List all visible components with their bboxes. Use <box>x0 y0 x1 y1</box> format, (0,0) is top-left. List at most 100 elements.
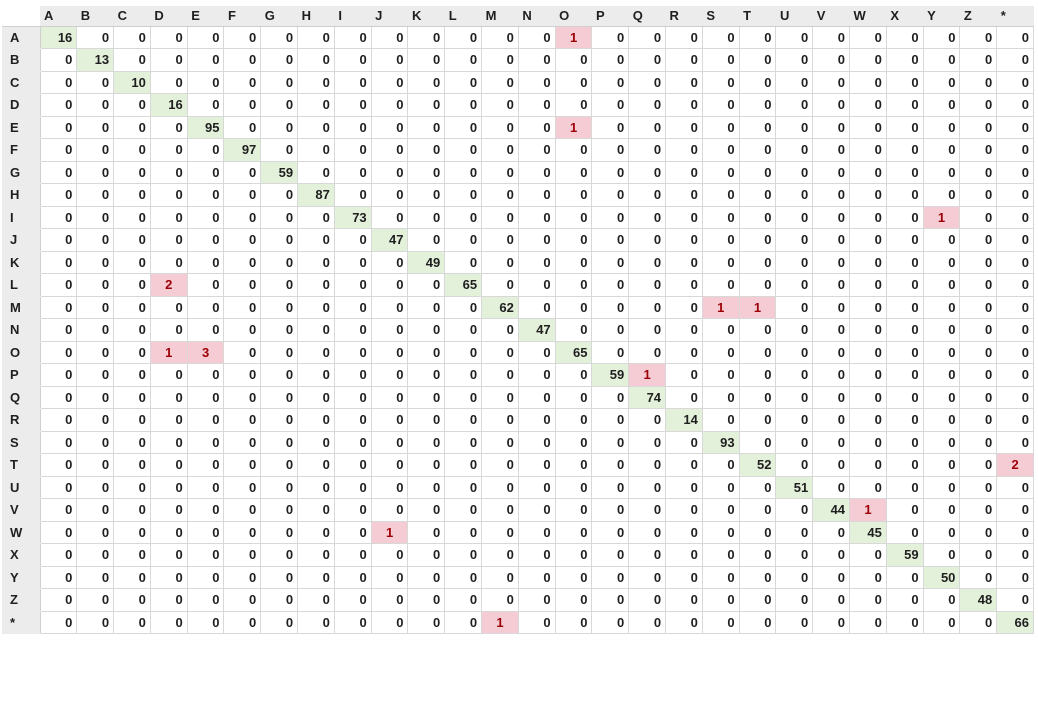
matrix-cell: 0 <box>812 611 851 634</box>
row-header-c: C <box>2 71 41 94</box>
matrix-cell: 0 <box>591 611 630 634</box>
matrix-cell: 0 <box>996 228 1035 252</box>
matrix-cell: 0 <box>702 273 740 297</box>
matrix-cell: 0 <box>371 408 409 432</box>
matrix-cell: 0 <box>739 116 777 139</box>
matrix-cell: 0 <box>481 116 519 139</box>
matrix-cell: 0 <box>775 206 814 229</box>
table-row: V 0 0 0 0 0 0 0 0 0 0 0 0 0 0 0 0 0 0 0 0 0 44 1 0 0 0 0 <box>2 498 1035 522</box>
matrix-cell: 0 <box>702 386 740 409</box>
matrix-cell: 0 <box>702 48 740 72</box>
matrix-cell: 0 <box>407 48 446 72</box>
matrix-cell: 0 <box>923 48 961 72</box>
matrix-cell: 0 <box>739 521 777 544</box>
matrix-cell: 0 <box>76 116 115 139</box>
matrix-cell: 0 <box>334 386 372 409</box>
matrix-cell: 0 <box>702 116 740 139</box>
matrix-cell: 0 <box>113 228 151 252</box>
matrix-cell: 0 <box>886 341 924 364</box>
matrix-cell: 0 <box>996 431 1035 454</box>
matrix-cell: 0 <box>775 408 814 432</box>
matrix-cell: 0 <box>775 296 814 319</box>
matrix-cell: 0 <box>555 183 593 207</box>
matrix-cell: 0 <box>591 206 630 229</box>
matrix-cell: 0 <box>113 273 151 297</box>
matrix-cell: 0 <box>297 543 335 567</box>
matrix-cell: 0 <box>481 48 519 72</box>
matrix-cell: 0 <box>923 116 961 139</box>
diagonal-cell: 59 <box>260 161 299 184</box>
matrix-cell: 0 <box>849 138 887 162</box>
matrix-cell: 0 <box>113 251 151 274</box>
matrix-cell: 0 <box>665 386 703 409</box>
matrix-cell: 0 <box>187 318 225 342</box>
matrix-cell: 0 <box>739 183 777 207</box>
matrix-cell: 0 <box>260 116 299 139</box>
table-row: B 0 13 0 0 0 0 0 0 0 0 0 0 0 0 0 0 0 0 0 0 0 0 0 0 0 0 0 <box>2 48 1035 72</box>
column-header-q: Q <box>628 6 666 27</box>
row-header-b: B <box>2 48 41 72</box>
matrix-cell: 0 <box>812 138 851 162</box>
matrix-cell: 0 <box>555 161 593 184</box>
matrix-cell: 0 <box>886 116 924 139</box>
matrix-cell: 0 <box>113 363 151 387</box>
matrix-cell: 0 <box>591 228 630 252</box>
matrix-cell: 0 <box>628 183 667 207</box>
matrix-cell: 0 <box>886 588 924 612</box>
matrix-cell: 0 <box>518 431 556 454</box>
matrix-cell: 0 <box>518 161 556 184</box>
matrix-cell: 0 <box>444 228 483 252</box>
matrix-cell: 0 <box>223 566 262 589</box>
matrix-cell: 0 <box>959 341 998 364</box>
matrix-cell: 0 <box>923 453 961 477</box>
matrix-cell: 0 <box>996 543 1035 567</box>
matrix-cell: 0 <box>371 138 409 162</box>
matrix-cell: 0 <box>187 363 225 387</box>
matrix-cell: 0 <box>555 93 593 117</box>
matrix-cell: 0 <box>76 363 115 387</box>
matrix-cell: 0 <box>371 251 409 274</box>
matrix-cell: 0 <box>187 611 225 634</box>
matrix-cell: 0 <box>371 183 409 207</box>
matrix-cell: 0 <box>260 138 299 162</box>
matrix-cell: 0 <box>481 566 519 589</box>
column-header-row: A B C D E F G H I J K L M N O P Q R S T U V W X Y Z * <box>2 6 1034 27</box>
matrix-cell: 0 <box>702 543 740 567</box>
matrix-cell: 0 <box>444 408 483 432</box>
matrix-cell: 0 <box>150 251 188 274</box>
diagonal-cell: 59 <box>886 543 924 567</box>
matrix-cell: 0 <box>555 206 593 229</box>
matrix-cell: 0 <box>40 206 78 229</box>
matrix-cell: 0 <box>223 26 262 49</box>
matrix-cell: 0 <box>849 408 887 432</box>
table-row: L 0 0 0 2 0 0 0 0 0 0 0 65 0 0 0 0 0 0 0 0 0 0 0 0 0 0 0 <box>2 273 1035 297</box>
matrix-cell: 0 <box>739 161 777 184</box>
diagonal-cell: 45 <box>849 521 887 544</box>
table-row: G 0 0 0 0 0 0 59 0 0 0 0 0 0 0 0 0 0 0 0 0 0 0 0 0 0 0 0 <box>2 161 1035 184</box>
matrix-cell: 0 <box>40 566 78 589</box>
matrix-cell: 0 <box>996 363 1035 387</box>
diagonal-cell: 47 <box>518 318 556 342</box>
matrix-cell: 0 <box>849 318 887 342</box>
table-row: W 0 0 0 0 0 0 0 0 0 1 0 0 0 0 0 0 0 0 0 0 0 0 45 0 0 0 0 <box>2 521 1035 544</box>
matrix-cell: 0 <box>555 318 593 342</box>
matrix-cell: 0 <box>150 611 188 634</box>
diagonal-cell: 10 <box>113 71 151 94</box>
matrix-cell: 0 <box>223 71 262 94</box>
matrix-cell: 0 <box>297 228 335 252</box>
matrix-cell: 0 <box>665 521 703 544</box>
matrix-cell: 0 <box>518 138 556 162</box>
matrix-cell: 0 <box>665 26 703 49</box>
matrix-cell: 0 <box>886 566 924 589</box>
matrix-cell: 0 <box>959 116 998 139</box>
matrix-cell: 0 <box>113 453 151 477</box>
table-row: S 0 0 0 0 0 0 0 0 0 0 0 0 0 0 0 0 0 0 93 0 0 0 0 0 0 0 0 <box>2 431 1035 454</box>
matrix-cell: 0 <box>518 273 556 297</box>
matrix-cell: 0 <box>923 476 961 499</box>
matrix-cell: 0 <box>260 228 299 252</box>
matrix-cell: 0 <box>481 453 519 477</box>
matrix-cell: 0 <box>40 476 78 499</box>
matrix-cell: 0 <box>518 206 556 229</box>
matrix-cell: 0 <box>260 386 299 409</box>
matrix-cell: 0 <box>923 183 961 207</box>
